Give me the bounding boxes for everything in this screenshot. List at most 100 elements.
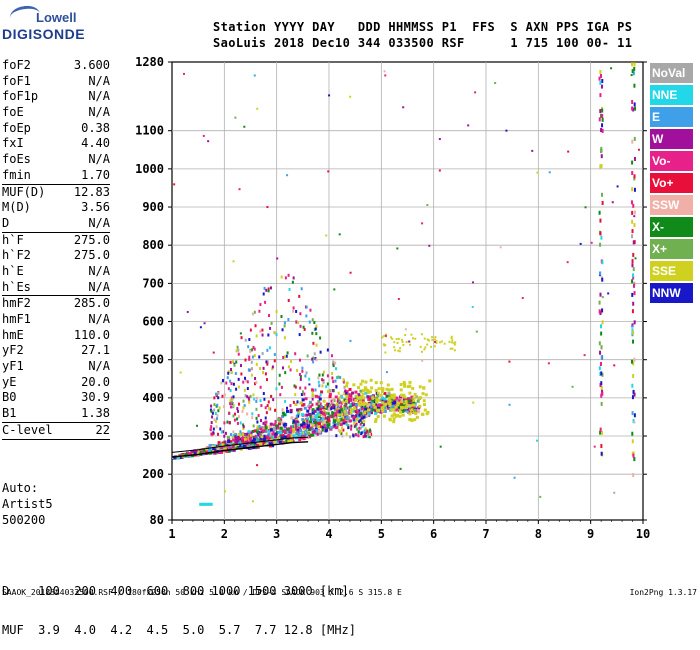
echo-point	[383, 409, 387, 413]
echo-point	[241, 443, 245, 447]
echo-point	[348, 409, 352, 413]
echo-point	[324, 426, 328, 430]
echo-point	[253, 429, 257, 433]
echo-point	[345, 416, 349, 420]
echo-point	[408, 404, 412, 408]
echo-point	[454, 341, 457, 344]
param-value: N/A	[88, 73, 110, 88]
noise-point	[428, 244, 431, 247]
echo-point	[322, 370, 325, 374]
echo-point	[282, 428, 286, 432]
param-name: fmin	[2, 167, 31, 182]
echo-point	[352, 434, 355, 438]
echo-point	[355, 417, 359, 421]
echo-point	[599, 231, 602, 236]
echo-point	[401, 409, 405, 413]
echo-point	[242, 444, 246, 448]
echo-point	[287, 440, 291, 444]
echo-point	[633, 291, 636, 296]
echo-point	[305, 314, 308, 318]
param-value: 30.9	[81, 390, 110, 405]
echo-point	[293, 419, 297, 423]
echo-point	[293, 384, 296, 388]
echo-point	[601, 108, 604, 113]
echo-point	[600, 385, 603, 390]
param-name: foEp	[2, 120, 31, 135]
echo-point	[367, 435, 370, 439]
noise-point	[494, 81, 497, 84]
echo-point	[280, 315, 283, 319]
echo-point	[376, 394, 380, 398]
noise-point	[508, 360, 511, 363]
echo-point	[292, 430, 296, 434]
param-name: foF1	[2, 73, 31, 88]
echo-point	[599, 362, 602, 367]
echo-point	[599, 242, 602, 247]
echo-point	[240, 364, 243, 368]
param-value: 27.1	[81, 343, 110, 358]
echo-point	[631, 210, 634, 215]
echo-point	[343, 392, 347, 396]
echo-point	[306, 409, 310, 413]
echo-point	[297, 433, 301, 437]
echo-point	[262, 421, 265, 425]
echo-point	[229, 433, 232, 437]
echo-point	[367, 432, 370, 436]
param-row: hmE 110.0	[2, 328, 110, 344]
echo-point	[311, 403, 314, 407]
header-values: SaoLuis 2018 Dec10 344 033500 RSF 1 715 …	[213, 36, 633, 50]
echo-point	[600, 444, 603, 449]
echo-point	[440, 340, 443, 343]
echo-point	[270, 435, 274, 439]
echo-point	[323, 416, 327, 420]
echo-point	[388, 399, 392, 403]
echo-point	[348, 393, 351, 397]
echo-point	[424, 393, 428, 397]
echo-point	[395, 338, 398, 341]
echo-point	[252, 424, 255, 428]
echo-point	[246, 412, 249, 416]
echo-point	[322, 406, 326, 410]
echo-point	[338, 410, 341, 414]
echo-point	[631, 62, 634, 67]
echo-point	[413, 392, 417, 396]
echo-point	[225, 449, 229, 453]
param-name: foF1p	[2, 89, 39, 104]
echo-point	[319, 350, 322, 354]
echo-point	[394, 349, 397, 352]
echo-point	[340, 405, 343, 409]
echo-point	[345, 401, 348, 405]
echo-point	[599, 80, 602, 85]
echo-point	[264, 416, 267, 420]
echo-point	[266, 433, 270, 437]
echo-point	[337, 428, 340, 432]
echo-point	[227, 437, 231, 441]
echo-point	[337, 391, 340, 395]
param-row: hmF1 N/A	[2, 312, 110, 328]
param-name: B1	[2, 406, 17, 421]
echo-point	[190, 450, 194, 454]
echo-point	[323, 412, 326, 416]
echo-point	[360, 414, 364, 418]
echo-point	[229, 389, 232, 393]
echo-point	[344, 389, 347, 393]
echo-point	[338, 400, 342, 404]
noise-point	[199, 326, 202, 329]
param-name: C-level	[2, 422, 53, 437]
echo-point	[179, 455, 183, 459]
echo-point	[367, 414, 371, 418]
echo-point	[316, 418, 320, 422]
echo-point	[395, 396, 399, 400]
echo-point	[253, 382, 256, 386]
param-row: h`F2 275.0	[2, 248, 110, 264]
echo-point	[284, 399, 287, 403]
noise-point	[633, 421, 636, 424]
echo-point	[632, 267, 635, 272]
echo-point	[322, 424, 325, 428]
echo-point	[271, 365, 274, 369]
echo-point	[631, 383, 634, 388]
echo-point	[268, 444, 272, 448]
echo-point	[308, 320, 311, 324]
echo-point	[354, 405, 358, 409]
echo-point	[209, 428, 212, 432]
